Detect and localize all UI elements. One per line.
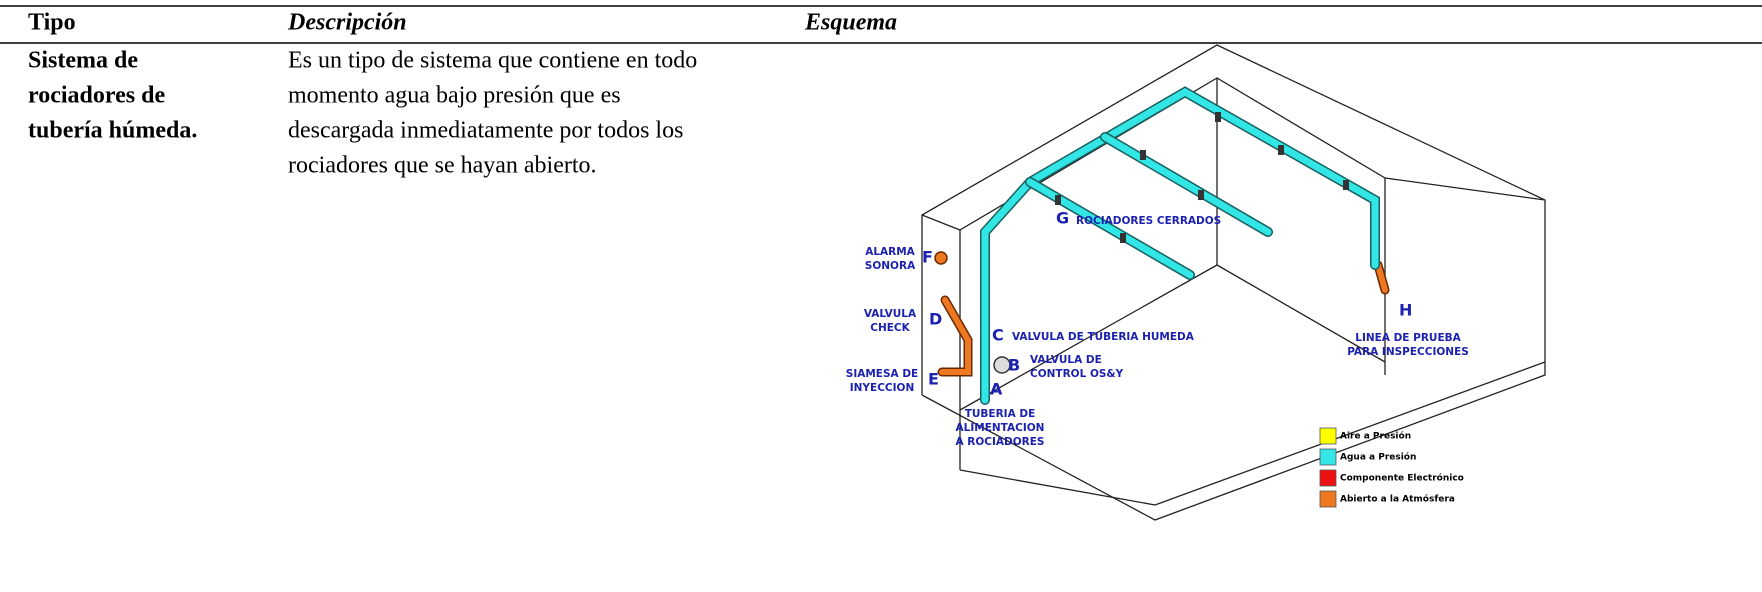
callout-label: PARA INSPECCIONES (1347, 346, 1469, 358)
callout-label: CONTROL OS&Y (1030, 368, 1124, 380)
callout-letter: D (929, 310, 942, 329)
callout-letter: H (1399, 301, 1412, 320)
callout-label: ALARMA (865, 246, 915, 258)
callout-label: VALVULA (864, 308, 917, 320)
callout-letter: F (922, 248, 933, 267)
table-cell-line: rociadores que se hayan abierto. (288, 153, 597, 179)
table-body: Sistema de rociadores de tubería húmeda. Es… (28, 48, 697, 179)
table-cell-line: momento agua bajo presión que es (288, 83, 621, 109)
callout-letter: C (992, 326, 1004, 345)
table-cell-line: rociadores de (28, 83, 165, 109)
table-cell-line: Sistema de (28, 48, 138, 74)
callout-label: VALVULA DE (1030, 354, 1102, 366)
room-drawing (921, 44, 1546, 521)
callout-label: ROCIADORES CERRADOS (1076, 215, 1221, 227)
legend-swatch (1319, 448, 1337, 466)
callout-label: CHECK (870, 322, 910, 334)
table-cell-line: Es un tipo de sistema que contiene en to… (288, 48, 697, 74)
header-cell: Descripción (287, 10, 407, 36)
header-cell: Esquema (804, 10, 897, 36)
table-cell-line: descargada inmediatamente por todos los (288, 118, 683, 144)
callout-label: TUBERIA DE (965, 408, 1036, 420)
header-cell: Tipo (28, 10, 76, 36)
callout-label: VALVULA DE TUBERIA HUMEDA (1012, 331, 1195, 343)
legend-label: Componente Electrónico (1340, 473, 1464, 484)
legend-label: Aire a Presión (1340, 431, 1411, 442)
table-cell-line: tubería húmeda. (28, 118, 197, 144)
legend-label: Agua a Presión (1340, 452, 1416, 463)
callout-label: ALIMENTACION (956, 422, 1045, 434)
callout-label: SONORA (865, 260, 916, 272)
callout-letter: A (990, 380, 1003, 399)
diagram-labels: F ALARMA SONORA D VALVULA CHECK E SIAMESA DE INY… (846, 209, 1469, 449)
legend: Aire a Presión Agua a Presión Componente E… (1319, 427, 1464, 508)
callout-letter: B (1008, 356, 1020, 375)
callout-label: SIAMESA DE (846, 368, 918, 380)
callout-label: A ROCIADORES (956, 436, 1045, 448)
pipes (934, 86, 1390, 405)
callout-label: INYECCION (850, 382, 915, 394)
legend-label: Abierto a la Atmósfera (1340, 494, 1455, 505)
legend-swatch (1319, 469, 1337, 487)
callout-letter: G (1056, 209, 1069, 228)
legend-swatch (1319, 427, 1337, 445)
callout-label: LINEA DE PRUEBA (1355, 332, 1461, 344)
legend-swatch (1319, 490, 1337, 508)
callout-letter: E (928, 370, 939, 389)
